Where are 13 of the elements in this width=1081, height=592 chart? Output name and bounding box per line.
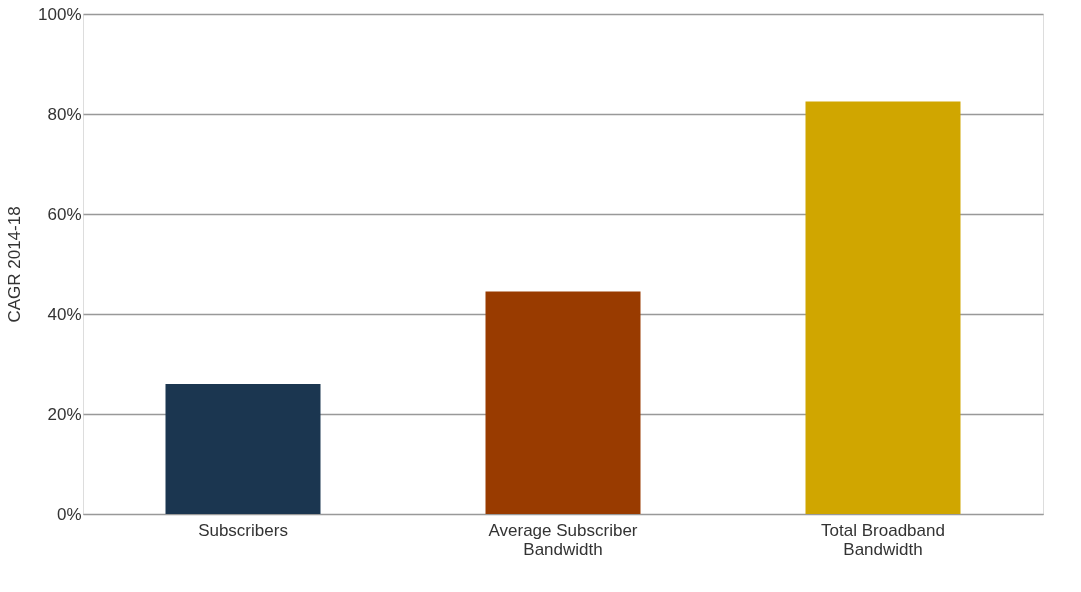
bar [805,101,961,514]
y-tick-label: 0% [56,504,82,524]
y-tick-label: 60% [47,204,82,224]
bar [485,291,641,514]
y-tick-label: 100% [38,4,82,24]
x-tick-label: Subscribers [198,520,288,540]
x-tick-label: Total Broadband Bandwidth [821,520,945,559]
y-axis-title: CAGR 2014-18 [5,206,25,323]
x-tick-label: Average Subscriber Bandwidth [488,520,638,559]
y-tick-label: 40% [47,304,82,324]
bar [165,384,321,514]
y-tick-label: 80% [47,104,82,124]
y-tick-label: 20% [47,404,82,424]
